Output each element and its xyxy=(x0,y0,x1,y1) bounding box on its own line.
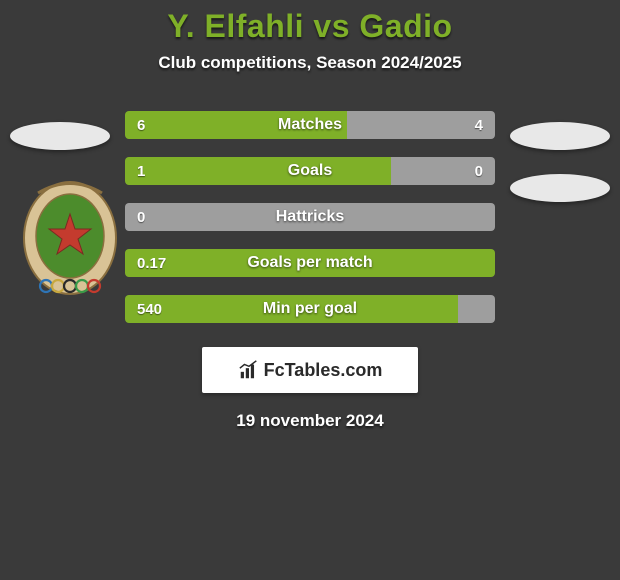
stat-row: 0Hattricks xyxy=(125,203,495,231)
stat-left-value: 6 xyxy=(125,111,347,139)
stat-right-value: 4 xyxy=(347,111,495,139)
stat-right-value xyxy=(458,295,495,323)
stat-row: 10Goals xyxy=(125,157,495,185)
club-right-placeholder-icon xyxy=(510,174,610,202)
player-right-placeholder-icon xyxy=(510,122,610,150)
page-title: Y. Elfahli vs Gadio xyxy=(167,8,452,45)
player-left-placeholder-icon xyxy=(10,122,110,150)
stat-row: 540Min per goal xyxy=(125,295,495,323)
stats-rows: 64Matches 10Goals 0Hattricks 0.17Goals per … xyxy=(125,111,495,323)
date-label: 19 november 2024 xyxy=(236,411,383,431)
stat-left-value: 0.17 xyxy=(125,249,495,277)
stat-left-value: 540 xyxy=(125,295,458,323)
stat-right-value: 0 xyxy=(391,157,495,185)
bar-chart-icon xyxy=(238,359,260,381)
stat-row: 64Matches xyxy=(125,111,495,139)
fctables-logo: FcTables.com xyxy=(202,347,418,393)
page-subtitle: Club competitions, Season 2024/2025 xyxy=(158,53,461,73)
stat-left-value: 0 xyxy=(125,203,495,231)
comparison-infographic: Y. Elfahli vs Gadio Club competitions, S… xyxy=(0,0,620,580)
stat-row: 0.17Goals per match xyxy=(125,249,495,277)
stat-left-value: 1 xyxy=(125,157,391,185)
club-crest-icon xyxy=(18,178,122,308)
logo-text: FcTables.com xyxy=(264,360,383,381)
